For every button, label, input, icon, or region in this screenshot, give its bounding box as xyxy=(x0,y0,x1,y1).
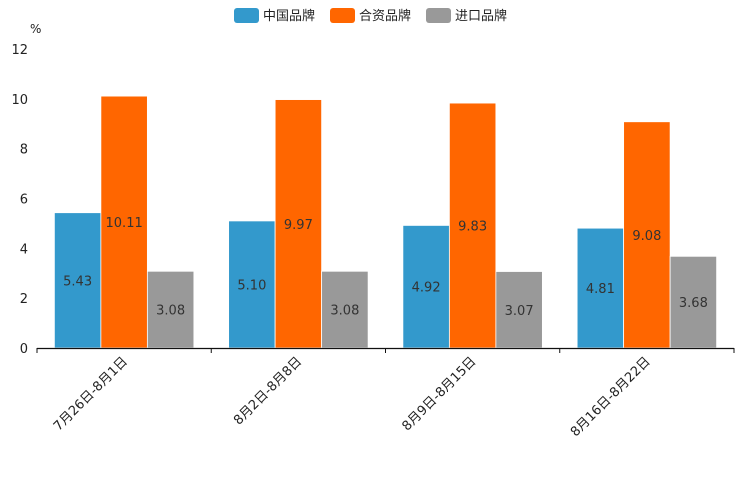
legend-label: 合资品牌 xyxy=(359,8,411,24)
value-label: 3.08 xyxy=(156,304,185,319)
value-label: 3.68 xyxy=(679,296,708,311)
value-label: 5.10 xyxy=(237,278,266,293)
legend-item-2: 合资品牌 xyxy=(330,8,411,24)
value-label: 10.11 xyxy=(106,216,143,231)
bar-2-3 xyxy=(448,102,497,349)
y-axis-unit-label: % xyxy=(30,22,41,36)
value-label: 4.81 xyxy=(586,282,615,297)
y-tick-label: 12 xyxy=(11,43,28,58)
bar-2-1 xyxy=(100,95,148,349)
x-tick-label: 8月9日-8月15日 xyxy=(400,354,480,434)
legend-item-3: 进口品牌 xyxy=(426,8,507,24)
y-tick-label: 10 xyxy=(11,93,28,108)
legend-swatch xyxy=(330,8,355,23)
x-tick-label: 8月2日-8月8日 xyxy=(231,354,305,428)
value-label: 4.92 xyxy=(412,281,441,296)
y-axis: 0 2 4 6 8 10 12 xyxy=(11,43,28,357)
x-tick-label: 8月16日-8月22日 xyxy=(568,354,654,440)
legend-label: 进口品牌 xyxy=(455,8,507,24)
bar-3-1 xyxy=(146,270,195,349)
bar-3-4 xyxy=(669,255,718,349)
value-label: 9.08 xyxy=(632,229,661,244)
bar-2-4 xyxy=(623,121,671,349)
y-tick-label: 8 xyxy=(20,143,28,158)
value-label: 3.07 xyxy=(505,304,534,319)
y-tick-label: 4 xyxy=(20,242,28,257)
legend-item-1: 中国品牌 xyxy=(234,8,315,24)
value-label: 9.83 xyxy=(458,220,487,235)
value-label: 5.43 xyxy=(63,274,92,289)
bar-2-2 xyxy=(274,99,323,349)
value-labels-group: 5.43 10.11 3.08 5.10 9.97 3.08 4.92 9.83 3.07 4.8… xyxy=(63,216,708,319)
bar-1-2 xyxy=(228,220,276,349)
x-axis: 7月26日-8月1日 8月2日-8月8日 8月9日-8月15日 8月16日-8月22日 xyxy=(36,347,735,440)
value-label: 3.08 xyxy=(330,304,359,319)
bars-group xyxy=(53,95,718,349)
legend-swatch xyxy=(426,8,451,23)
y-tick-label: 0 xyxy=(20,342,28,357)
value-label: 9.97 xyxy=(284,218,313,233)
legend-label: 中国品牌 xyxy=(263,8,315,24)
bar-1-4 xyxy=(576,227,625,349)
legend: 中国品牌 合资品牌 进口品牌 xyxy=(234,8,507,24)
bar-3-2 xyxy=(321,270,369,349)
y-tick-label: 2 xyxy=(20,292,28,307)
bar-1-1 xyxy=(53,212,102,349)
legend-swatch xyxy=(234,8,259,23)
y-tick-label: 6 xyxy=(20,193,28,208)
x-tick-label: 7月26日-8月1日 xyxy=(51,354,131,434)
